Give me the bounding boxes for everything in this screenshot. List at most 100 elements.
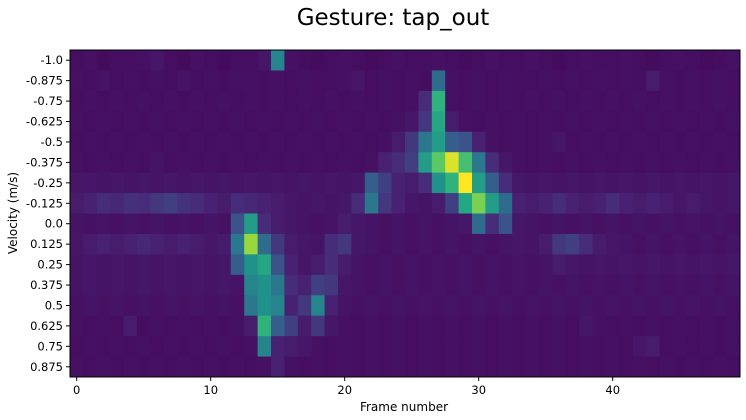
heatmap-cell xyxy=(311,152,326,174)
heatmap-cell xyxy=(338,50,352,71)
heatmap-cell xyxy=(512,274,527,296)
heatmap-cell xyxy=(163,152,178,174)
heatmap-cell xyxy=(364,111,379,133)
heatmap-cell xyxy=(405,70,419,92)
heatmap-cell xyxy=(351,90,366,112)
heatmap-cell xyxy=(713,131,728,153)
heatmap-cell xyxy=(123,315,138,337)
heatmap-cell xyxy=(405,111,419,133)
heatmap-cell xyxy=(418,315,433,337)
heatmap-cell xyxy=(431,152,446,174)
heatmap-cell xyxy=(190,274,205,296)
heatmap-cell xyxy=(351,152,366,174)
heatmap-cell xyxy=(606,254,620,276)
heatmap-cell xyxy=(83,152,98,174)
heatmap-cell xyxy=(257,356,272,378)
heatmap-cell xyxy=(565,336,580,358)
heatmap-cell xyxy=(458,193,473,214)
heatmap-cell xyxy=(686,193,701,214)
heatmap-cell xyxy=(110,274,125,296)
heatmap-cell xyxy=(190,152,205,174)
heatmap-cell xyxy=(539,254,553,276)
x-tick-label: 30 xyxy=(471,383,486,397)
heatmap-cell xyxy=(257,90,272,112)
heatmap-cell xyxy=(405,233,419,255)
heatmap-cell xyxy=(498,315,513,337)
heatmap-cell xyxy=(378,193,393,214)
heatmap-cell xyxy=(204,254,218,276)
heatmap-cell xyxy=(137,233,151,255)
heatmap-cell xyxy=(445,336,460,358)
heatmap-cell xyxy=(431,90,446,112)
heatmap-cell xyxy=(431,50,446,71)
heatmap-cell xyxy=(552,315,567,337)
heatmap-cell xyxy=(606,315,620,337)
heatmap-cell xyxy=(324,315,339,337)
heatmap-cell xyxy=(217,336,232,358)
heatmap-cell xyxy=(204,336,218,358)
heatmap-cell xyxy=(271,111,285,133)
heatmap-cell xyxy=(230,233,245,255)
heatmap-cell xyxy=(565,70,580,92)
heatmap-cell xyxy=(351,131,366,153)
heatmap-cell xyxy=(96,254,111,276)
heatmap-cell xyxy=(391,233,406,255)
heatmap-cell xyxy=(673,131,687,153)
heatmap-cell xyxy=(297,233,312,255)
heatmap-cell xyxy=(204,70,218,92)
heatmap-cell xyxy=(284,152,299,174)
heatmap-cell xyxy=(378,70,393,92)
heatmap-cell xyxy=(646,356,661,378)
heatmap-cell xyxy=(230,336,245,358)
heatmap-cell xyxy=(699,131,714,153)
heatmap-cell xyxy=(498,274,513,296)
heatmap-cell xyxy=(418,295,433,317)
heatmap-cell xyxy=(512,172,527,194)
heatmap-cell xyxy=(431,172,446,194)
heatmap-cell xyxy=(632,315,647,337)
heatmap-cell xyxy=(606,356,620,378)
heatmap-cell xyxy=(525,111,540,133)
heatmap-cell xyxy=(297,111,312,133)
heatmap-cell xyxy=(70,336,84,358)
heatmap-cell xyxy=(338,356,352,378)
heatmap-cell xyxy=(110,70,125,92)
heatmap-cell xyxy=(311,131,326,153)
heatmap-cell xyxy=(565,295,580,317)
heatmap-cell xyxy=(579,254,594,276)
plot-frame xyxy=(69,49,741,378)
heatmap-cell xyxy=(364,336,379,358)
heatmap-cell xyxy=(150,90,165,112)
heatmap-cell xyxy=(512,193,527,214)
heatmap-cell xyxy=(525,193,540,214)
heatmap-cell xyxy=(606,193,620,214)
heatmap-cell xyxy=(150,336,165,358)
heatmap-cell xyxy=(726,213,741,235)
y-tick-label: -0.625 xyxy=(26,115,63,129)
heatmap-cell xyxy=(137,50,151,71)
heatmap-cell xyxy=(726,295,741,317)
heatmap-cell xyxy=(405,254,419,276)
heatmap-cell xyxy=(110,254,125,276)
heatmap-cell xyxy=(123,50,138,71)
heatmap-cell xyxy=(619,172,634,194)
heatmap-cell xyxy=(364,295,379,317)
heatmap-cell xyxy=(726,172,741,194)
heatmap-cell xyxy=(324,295,339,317)
heatmap-cell xyxy=(123,193,138,214)
heatmap-cell xyxy=(673,193,687,214)
heatmap-cell xyxy=(177,315,192,337)
heatmap-cell xyxy=(391,193,406,214)
heatmap-cell xyxy=(364,131,379,153)
heatmap-cell xyxy=(230,254,245,276)
heatmap-cell xyxy=(659,131,674,153)
heatmap-cell xyxy=(338,111,352,133)
heatmap-cell xyxy=(83,70,98,92)
y-tick-label: -0.875 xyxy=(26,74,63,88)
heatmap-cell xyxy=(230,274,245,296)
heatmap-cell xyxy=(713,356,728,378)
heatmap-cell xyxy=(190,295,205,317)
heatmap-cell xyxy=(659,70,674,92)
heatmap-cell xyxy=(673,152,687,174)
heatmap-cell xyxy=(592,213,607,235)
